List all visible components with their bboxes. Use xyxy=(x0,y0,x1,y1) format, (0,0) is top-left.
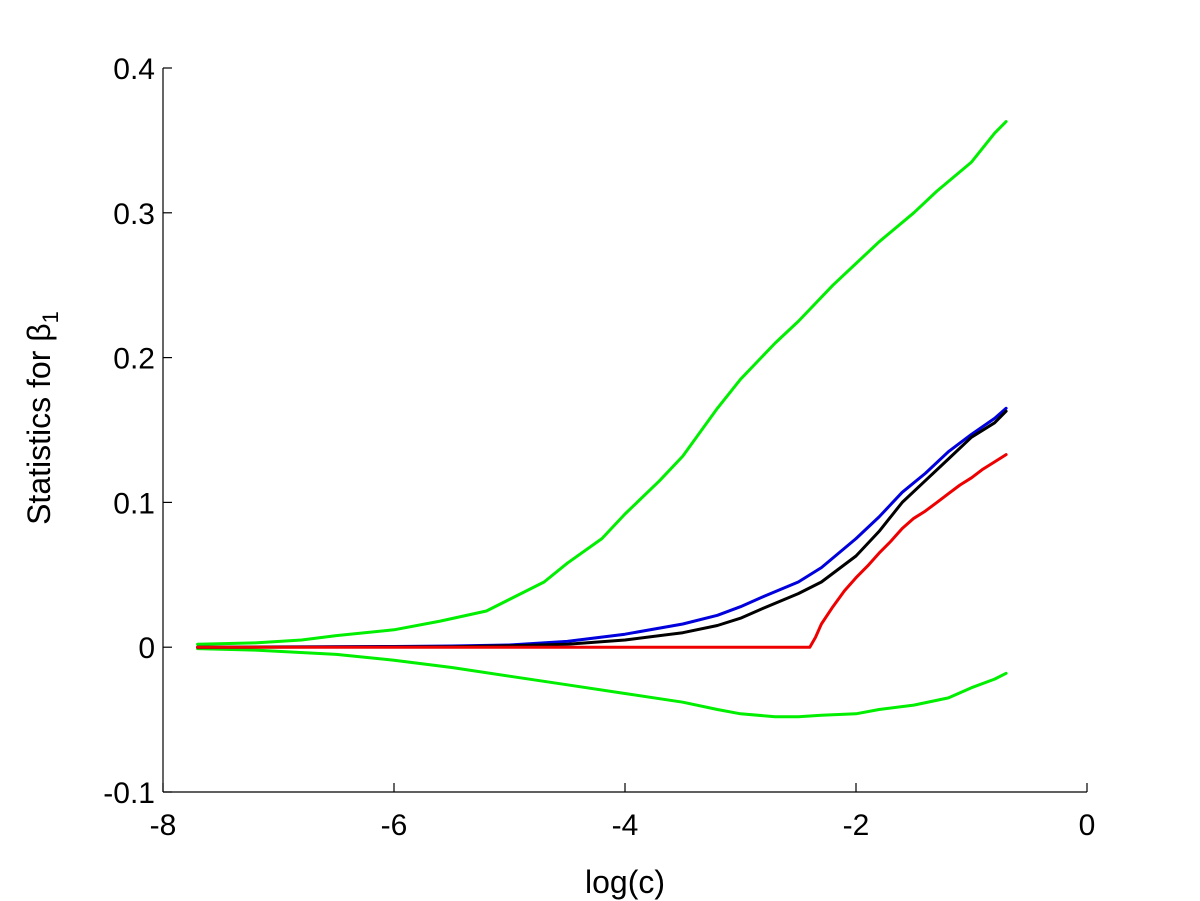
x-axis-label: log(c) xyxy=(585,864,665,900)
y-axis-label: Statistics for β1 xyxy=(21,311,63,525)
series-line-1 xyxy=(196,120,1008,646)
y-axis-label-subscript: 1 xyxy=(38,311,63,323)
x-tick-label: 0 xyxy=(1079,809,1096,842)
series-line-2 xyxy=(196,647,1008,719)
y-tick-label: 0.1 xyxy=(113,487,155,520)
series xyxy=(196,120,1008,719)
series-line-3 xyxy=(196,406,1008,649)
series-line-4 xyxy=(196,409,1008,649)
x-tick-label: -4 xyxy=(612,809,639,842)
axes xyxy=(162,68,1087,793)
x-tick-label: -6 xyxy=(381,809,408,842)
series-line-5 xyxy=(196,453,1008,649)
x-tick-label: -2 xyxy=(843,809,870,842)
ticks: -8 -6 -4 -2 0 -0.1 0 0.1 0.2 0.3 0.4 xyxy=(103,53,1095,842)
y-tick-label: 0 xyxy=(138,632,155,665)
y-axis-label-symbol: β xyxy=(21,323,57,341)
x-tick-label: -8 xyxy=(150,809,177,842)
y-axis-label-text: Statistics for xyxy=(21,342,57,525)
y-tick-label: 0.2 xyxy=(113,343,155,376)
y-tick-label: 0.3 xyxy=(113,198,155,231)
y-tick-label: 0.4 xyxy=(113,53,155,86)
y-tick-label: -0.1 xyxy=(103,777,155,810)
